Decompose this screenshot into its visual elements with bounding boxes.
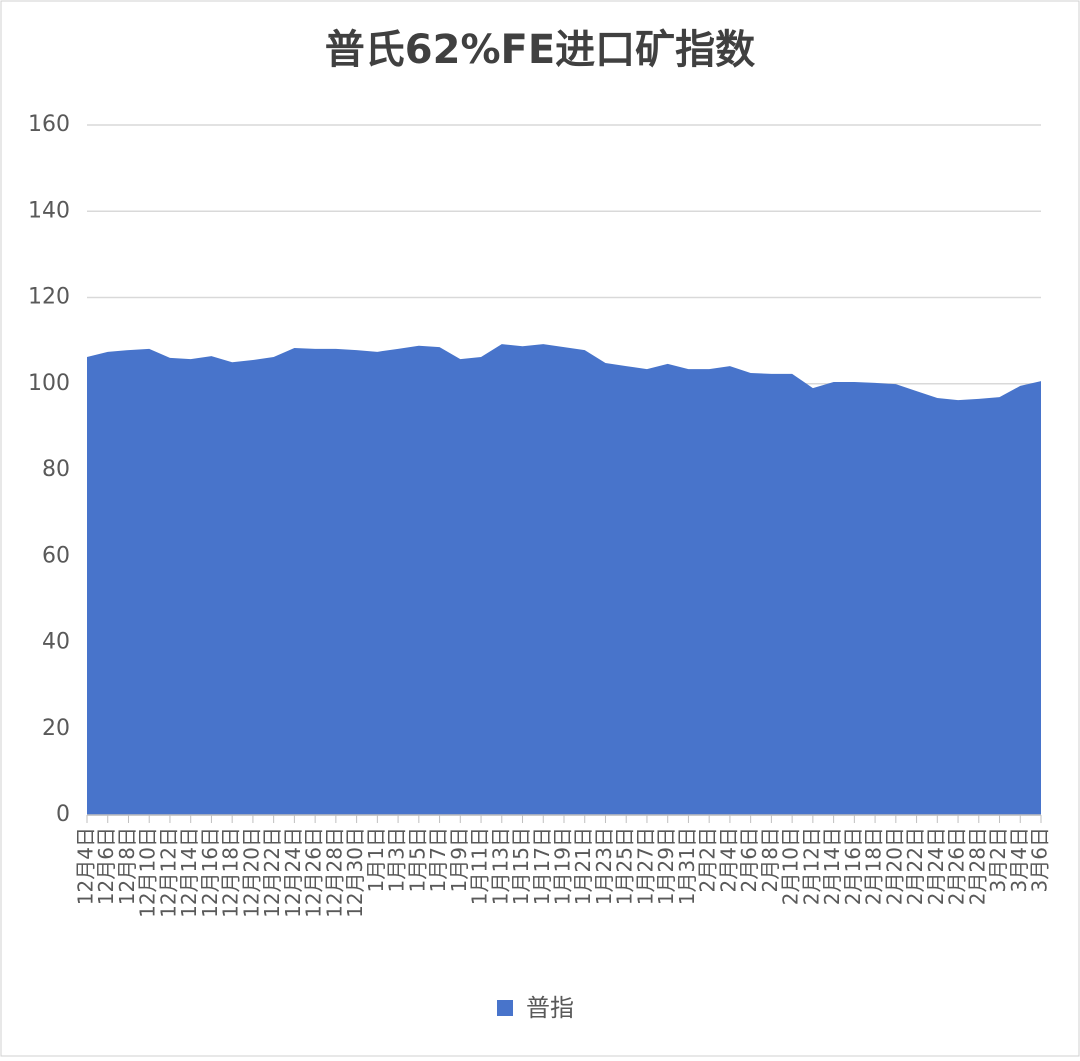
x-tick-label: 2月28日 [965,827,989,905]
y-tick-label: 80 [42,457,70,482]
x-tick-label: 12月10日 [136,827,160,918]
x-tick-label: 1月17日 [530,827,554,905]
x-tick-label: 12月18日 [219,827,243,918]
x-tick-label: 3月4日 [1007,827,1031,892]
x-tick-label: 12月14日 [177,827,201,918]
x-tick-label: 2月26日 [945,827,969,905]
x-tick-label: 1月29日 [654,827,678,905]
legend-label: 普指 [526,994,574,1022]
chart-title: 普氏62%FE进口矿指数 [325,27,755,73]
x-tick-label: 12月20日 [239,827,263,918]
legend-swatch [497,1000,513,1016]
x-tick-label: 2月20日 [882,827,906,905]
x-tick-label: 1月25日 [613,827,637,905]
x-tick-label: 1月5日 [405,827,429,892]
x-tick-label: 1月21日 [571,827,595,905]
y-tick-label: 40 [42,630,70,655]
x-tick-label: 12月12日 [156,827,180,918]
x-tick-label: 1月7日 [426,827,450,892]
x-tick-label: 2月24日 [924,827,948,905]
x-tick-label: 12月24日 [281,827,305,918]
x-tick-label: 3月6日 [1028,827,1052,892]
x-tick-label: 1月19日 [551,827,575,905]
x-tick-label: 1月23日 [592,827,616,905]
x-tick-label: 12月16日 [198,827,222,918]
x-tick-label: 1月1日 [364,827,388,892]
x-tick-label: 2月18日 [862,827,886,905]
x-tick-label: 12月22日 [260,827,284,918]
y-tick-label: 140 [28,198,70,223]
area [87,344,1041,815]
y-tick-label: 160 [28,112,70,137]
x-tick-label: 2月14日 [820,827,844,905]
x-tick-label: 1月27日 [633,827,657,905]
x-tick-label: 2月10日 [779,827,803,905]
y-tick-label: 100 [28,371,70,396]
x-tick-label: 1月13日 [488,827,512,905]
x-tick-label: 2月4日 [716,827,740,892]
x-tick-label: 2月2日 [696,827,720,892]
x-tick-label: 3月2日 [986,827,1010,892]
x-tick-label: 1月31日 [675,827,699,905]
x-tick-label: 1月15日 [509,827,533,905]
x-tick-label: 12月30日 [343,827,367,918]
y-tick-label: 20 [42,716,70,741]
x-tick-label: 1月11日 [468,827,492,905]
x-tick-label: 2月16日 [841,827,865,905]
x-tick-label: 2月8日 [758,827,782,892]
x-tick-label: 12月26日 [302,827,326,918]
y-tick-label: 60 [42,543,70,568]
x-tick-label: 12月4日 [74,827,98,905]
x-tick-label: 12月8日 [115,827,139,905]
x-tick-label: 2月22日 [903,827,927,905]
x-tick-label: 1月3日 [385,827,409,892]
y-tick-label: 0 [56,802,70,827]
y-tick-label: 120 [28,285,70,310]
x-tick-label: 12月6日 [94,827,118,905]
x-tick-label: 2月12日 [799,827,823,905]
x-tick-label: 1月9日 [447,827,471,892]
x-tick-label: 2月6日 [737,827,761,892]
x-tick-label: 12月28日 [322,827,346,918]
